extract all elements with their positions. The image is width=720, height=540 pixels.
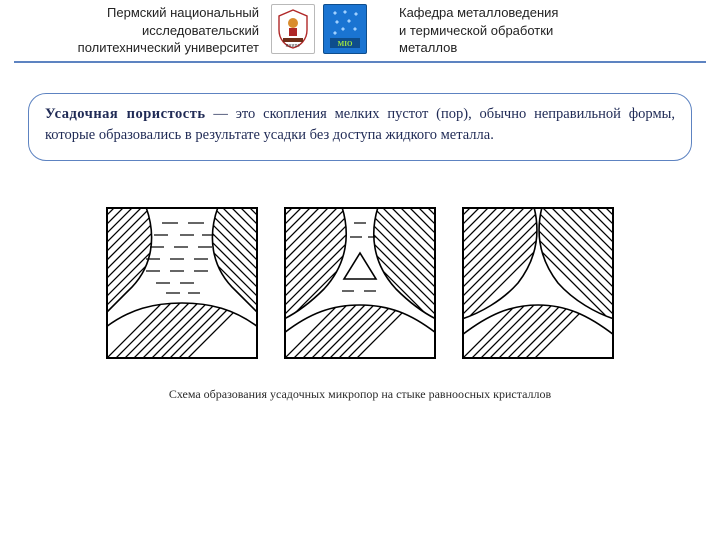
- univ-l2: исследовательский: [14, 22, 259, 40]
- header-divider: [14, 61, 706, 63]
- micropore-diagram-2: [284, 207, 436, 359]
- logo-group: ПНИПУ MIO: [271, 4, 367, 54]
- mto-logo-icon: MIO: [323, 4, 367, 54]
- university-name: Пермский национальный исследовательский …: [14, 4, 259, 57]
- micropore-diagram-1: [106, 207, 258, 359]
- micropore-diagram-3: [462, 207, 614, 359]
- svg-text:MIO: MIO: [338, 40, 353, 48]
- diagram-row: [0, 207, 720, 359]
- univ-l3: политехнический университет: [14, 39, 259, 57]
- definition-term: Усадочная пористость: [45, 106, 206, 122]
- definition-dash: —: [206, 106, 236, 122]
- dept-l1: Кафедра металловедения: [399, 4, 558, 22]
- svg-text:ПНИПУ: ПНИПУ: [285, 43, 300, 48]
- department-name: Кафедра металловедения и термической обр…: [379, 4, 558, 57]
- dept-l3: металлов: [399, 39, 558, 57]
- pnipu-logo-icon: ПНИПУ: [271, 4, 315, 54]
- univ-l1: Пермский национальный: [14, 4, 259, 22]
- definition-box: Усадочная пористость — это скопления мел…: [28, 93, 692, 161]
- dept-l2: и термической обработки: [399, 22, 558, 40]
- diagram-caption: Схема образования усадочных микропор на …: [0, 387, 720, 402]
